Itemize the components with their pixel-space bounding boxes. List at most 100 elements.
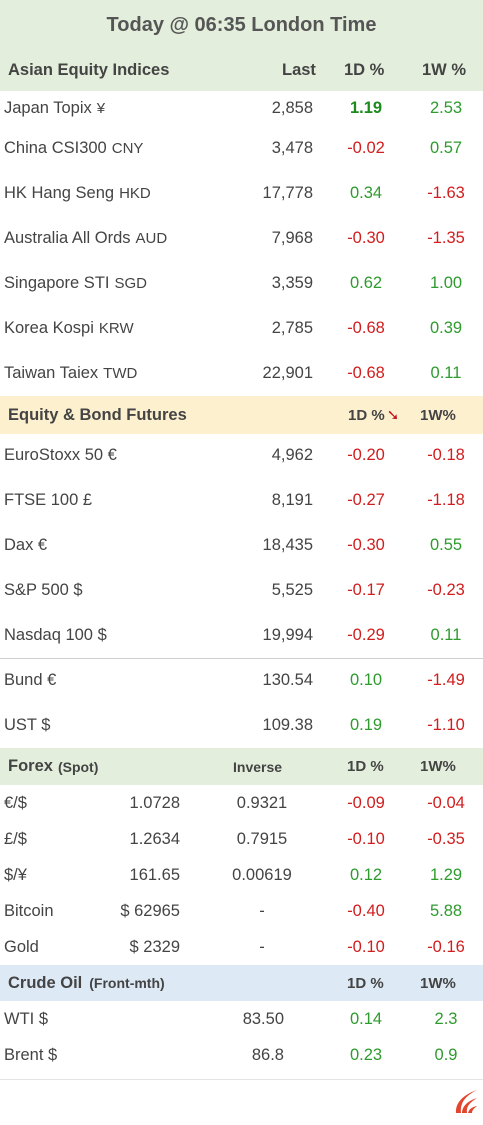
table-row: Nasdaq 100 $ 19,994 -0.29 0.11 xyxy=(0,617,483,653)
inverse-value: 0.7915 xyxy=(236,829,288,848)
footer-divider xyxy=(0,1079,483,1080)
last-value: 86.8 xyxy=(251,1045,284,1064)
last-value: 17,778 xyxy=(262,183,313,202)
pair-name: €/$ xyxy=(4,793,27,812)
1d-change: -0.10 xyxy=(347,937,385,956)
table-row: UST $ 109.38 0.19 -1.10 xyxy=(0,707,483,743)
future-name: EuroStoxx 50 € xyxy=(4,445,117,464)
1w-change: -0.16 xyxy=(427,937,465,956)
last-value: 8,191 xyxy=(271,490,313,509)
last-value: 2,858 xyxy=(271,98,313,117)
last-value: 3,359 xyxy=(271,273,313,292)
table-row: Taiwan Taiex TWD 22,901 -0.68 0.11 xyxy=(0,355,483,391)
asian-equity-header: Asian Equity Indices Last 1D % 1W % xyxy=(0,50,483,91)
pair-name: £/$ xyxy=(4,829,27,848)
1d-column-header: 1D % ➘ xyxy=(348,406,400,425)
down-arrow-icon: ➘ xyxy=(386,407,400,424)
asian-equity-title: Asian Equity Indices xyxy=(8,61,170,79)
table-row: S&P 500 $ 5,525 -0.17 -0.23 xyxy=(0,572,483,608)
1w-column-header: 1W% xyxy=(420,406,456,424)
last-value: 130.54 xyxy=(262,670,313,689)
1w-change: 2.3 xyxy=(434,1009,458,1028)
1w-change: 5.88 xyxy=(429,901,463,920)
inverse-value: 0.9321 xyxy=(236,793,288,812)
1w-change: -1.18 xyxy=(427,490,465,509)
rate-value: 161.65 xyxy=(129,865,180,884)
pair-name: Gold xyxy=(4,937,39,956)
1w-change: 0.57 xyxy=(429,138,463,157)
future-name: Dax € xyxy=(4,535,48,554)
last-column-header: Last xyxy=(282,61,316,79)
1w-column-header: 1W% xyxy=(420,758,456,775)
index-name: Korea Kospi KRW xyxy=(4,318,134,337)
future-name: FTSE 100 £ xyxy=(4,490,93,509)
1d-change: -0.27 xyxy=(347,490,385,509)
1d-change: 1.19 xyxy=(349,98,383,117)
last-value: 18,435 xyxy=(262,535,313,554)
future-name: S&P 500 $ xyxy=(4,580,83,599)
1w-change: -0.23 xyxy=(427,580,465,599)
crude-name: WTI $ xyxy=(4,1009,48,1028)
1w-change: 1.00 xyxy=(429,273,463,292)
table-row: FTSE 100 £ 8,191 -0.27 -1.18 xyxy=(0,482,483,518)
1w-change: 0.9 xyxy=(434,1045,458,1064)
inverse-value: - xyxy=(259,901,265,920)
pair-name: Bitcoin xyxy=(4,901,54,920)
last-value: 22,901 xyxy=(262,363,313,382)
table-row: £/$ 1.2634 0.7915 -0.10 -0.35 xyxy=(0,822,483,856)
inverse-column-header: Inverse xyxy=(233,758,283,775)
1d-change: -0.68 xyxy=(347,363,385,382)
table-row: Dax € 18,435 -0.30 0.55 xyxy=(0,527,483,563)
1d-change: -0.20 xyxy=(347,445,385,464)
last-value: 2,785 xyxy=(271,318,313,337)
1w-column-header: 1W% xyxy=(420,974,456,992)
table-row: Bund € 130.54 0.10 -1.49 xyxy=(0,662,483,698)
index-name: Singapore STI SGD xyxy=(4,273,147,292)
table-row: China CSI300 CNY 3,478 -0.02 0.57 xyxy=(0,130,483,166)
future-name: UST $ xyxy=(4,715,51,734)
crude-oil-title: Crude Oil (Front-mth) xyxy=(8,973,165,992)
index-name: China CSI300 CNY xyxy=(4,138,144,157)
table-row: Australia All Ords AUD 7,968 -0.30 -1.35 xyxy=(0,220,483,256)
last-value: 83.50 xyxy=(242,1009,284,1028)
flame-logo-icon xyxy=(455,1090,477,1113)
1w-change: -1.35 xyxy=(427,228,465,247)
1d-change: 0.62 xyxy=(349,273,383,292)
rate-value: $ 2329 xyxy=(129,937,180,956)
last-value: 3,478 xyxy=(271,138,313,157)
1w-change: -0.18 xyxy=(427,445,465,464)
1d-change: 0.12 xyxy=(349,865,383,884)
1d-change: -0.02 xyxy=(347,138,385,157)
last-value: 4,962 xyxy=(271,445,313,464)
rate-value: 1.0728 xyxy=(129,793,180,812)
last-value: 109.38 xyxy=(262,715,313,734)
1d-change: -0.17 xyxy=(347,580,385,599)
1w-change: 2.53 xyxy=(429,98,463,117)
rate-value: 1.2634 xyxy=(129,829,180,848)
table-row: WTI $ 83.50 0.14 2.3 xyxy=(0,1002,483,1036)
1w-change: -1.63 xyxy=(427,183,465,202)
table-row: Gold $ 2329 - -0.10 -0.16 xyxy=(0,930,483,964)
last-value: 5,525 xyxy=(271,580,313,599)
inverse-value: 0.00619 xyxy=(232,865,292,884)
last-value: 7,968 xyxy=(271,228,313,247)
1w-change: -0.04 xyxy=(427,793,465,812)
1d-change: -0.29 xyxy=(347,625,385,644)
1d-column-header: 1D % xyxy=(347,758,384,775)
crude-name: Brent $ xyxy=(4,1045,58,1064)
future-name: Bund € xyxy=(4,670,57,689)
1w-column-header: 1W % xyxy=(422,61,467,79)
table-row: Singapore STI SGD 3,359 0.62 1.00 xyxy=(0,265,483,301)
1d-change: -0.10 xyxy=(347,829,385,848)
1w-change: 0.55 xyxy=(429,535,463,554)
1d-change: 0.23 xyxy=(349,1045,383,1064)
1w-change: -0.35 xyxy=(427,829,465,848)
table-row: HK Hang Seng HKD 17,778 0.34 -1.63 xyxy=(0,175,483,211)
forex-header: Forex (Spot) Inverse 1D % 1W% xyxy=(0,748,483,785)
table-row: EuroStoxx 50 € 4,962 -0.20 -0.18 xyxy=(0,437,483,473)
index-name: HK Hang Seng HKD xyxy=(4,183,151,202)
crude-oil-header: Crude Oil (Front-mth) 1D % 1W% xyxy=(0,965,483,1001)
1w-change: -1.49 xyxy=(427,670,465,689)
futures-title: Equity & Bond Futures xyxy=(8,405,187,424)
forex-title: Forex (Spot) xyxy=(8,757,99,775)
